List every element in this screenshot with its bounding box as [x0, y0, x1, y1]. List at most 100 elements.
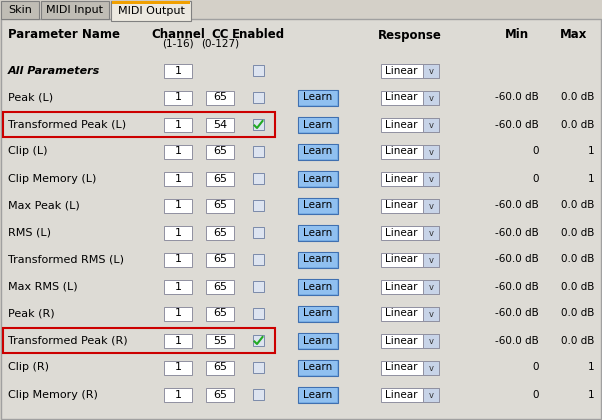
- Text: 0: 0: [533, 389, 539, 399]
- Text: v: v: [429, 310, 433, 319]
- Bar: [299, 388, 337, 402]
- Text: Learn: Learn: [303, 389, 333, 399]
- Text: Clip Memory (L): Clip Memory (L): [8, 173, 96, 184]
- Text: 54: 54: [213, 120, 227, 129]
- Bar: [299, 252, 337, 267]
- Bar: [299, 144, 337, 158]
- Text: v: v: [429, 121, 433, 130]
- Text: -60.0 dB: -60.0 dB: [495, 228, 539, 237]
- Bar: [299, 118, 337, 131]
- Text: Clip (L): Clip (L): [8, 147, 48, 157]
- Text: 1: 1: [588, 389, 594, 399]
- Bar: [164, 279, 192, 294]
- Text: Linear: Linear: [385, 309, 418, 318]
- Bar: [298, 360, 338, 375]
- Bar: [423, 144, 439, 158]
- Bar: [164, 388, 192, 402]
- Text: 65: 65: [213, 255, 227, 265]
- Bar: [381, 279, 439, 294]
- Text: Transformed Peak (R): Transformed Peak (R): [8, 336, 128, 346]
- Text: Peak (R): Peak (R): [8, 309, 55, 318]
- Text: -60.0 dB: -60.0 dB: [495, 200, 539, 210]
- Text: Skin: Skin: [8, 5, 32, 15]
- Text: Learn: Learn: [303, 120, 333, 129]
- Text: 1: 1: [175, 200, 181, 210]
- Text: MIDI Input: MIDI Input: [46, 5, 104, 15]
- Bar: [423, 118, 439, 131]
- Bar: [252, 200, 264, 211]
- Text: Peak (L): Peak (L): [8, 92, 53, 102]
- Bar: [41, 1, 109, 19]
- Text: 1: 1: [175, 147, 181, 157]
- Text: v: v: [429, 202, 433, 211]
- Bar: [164, 252, 192, 267]
- Text: 1: 1: [175, 173, 181, 184]
- Bar: [111, 1, 191, 21]
- Text: 1: 1: [588, 173, 594, 184]
- Text: 55: 55: [213, 336, 227, 346]
- Text: Max Peak (L): Max Peak (L): [8, 200, 79, 210]
- Text: Learn: Learn: [303, 92, 333, 102]
- Text: Transformed RMS (L): Transformed RMS (L): [8, 255, 124, 265]
- Bar: [381, 252, 439, 267]
- Bar: [299, 226, 337, 239]
- Bar: [423, 279, 439, 294]
- Text: (0-127): (0-127): [201, 38, 239, 48]
- Bar: [299, 279, 337, 294]
- Text: v: v: [429, 256, 433, 265]
- Text: Max RMS (L): Max RMS (L): [8, 281, 78, 291]
- Text: 0.0 dB: 0.0 dB: [560, 255, 594, 265]
- Text: Linear: Linear: [385, 255, 418, 265]
- Text: All Parameters: All Parameters: [8, 66, 101, 76]
- Bar: [206, 252, 234, 267]
- Bar: [252, 281, 264, 292]
- Text: 1: 1: [588, 362, 594, 373]
- Text: 65: 65: [213, 173, 227, 184]
- Text: v: v: [429, 283, 433, 292]
- Bar: [206, 360, 234, 375]
- Bar: [381, 199, 439, 213]
- Text: -60.0 dB: -60.0 dB: [495, 120, 539, 129]
- Text: 0.0 dB: 0.0 dB: [560, 200, 594, 210]
- Text: -60.0 dB: -60.0 dB: [495, 309, 539, 318]
- Bar: [206, 144, 234, 158]
- Bar: [206, 388, 234, 402]
- Bar: [252, 92, 264, 103]
- Bar: [381, 226, 439, 239]
- Bar: [381, 333, 439, 347]
- Text: Learn: Learn: [303, 147, 333, 157]
- Bar: [298, 305, 338, 321]
- Bar: [381, 63, 439, 78]
- Bar: [381, 307, 439, 320]
- Text: -60.0 dB: -60.0 dB: [495, 281, 539, 291]
- Text: Linear: Linear: [385, 120, 418, 129]
- Bar: [252, 146, 264, 157]
- Text: 1: 1: [175, 228, 181, 237]
- Bar: [164, 307, 192, 320]
- Bar: [298, 171, 338, 186]
- Bar: [298, 278, 338, 294]
- Text: Learn: Learn: [303, 228, 333, 237]
- Bar: [298, 144, 338, 160]
- Text: 0.0 dB: 0.0 dB: [560, 309, 594, 318]
- Text: Min: Min: [505, 29, 529, 42]
- Bar: [252, 335, 264, 346]
- Text: Linear: Linear: [385, 200, 418, 210]
- Bar: [252, 389, 264, 400]
- Text: 65: 65: [213, 147, 227, 157]
- Text: 65: 65: [213, 389, 227, 399]
- Text: 65: 65: [213, 362, 227, 373]
- Text: Response: Response: [378, 29, 442, 42]
- Bar: [423, 226, 439, 239]
- Text: -60.0 dB: -60.0 dB: [495, 92, 539, 102]
- Text: 1: 1: [175, 309, 181, 318]
- Bar: [252, 65, 264, 76]
- Text: 65: 65: [213, 281, 227, 291]
- Text: MIDI Output: MIDI Output: [117, 6, 184, 16]
- Text: 1: 1: [175, 255, 181, 265]
- Bar: [381, 388, 439, 402]
- Text: 1: 1: [175, 120, 181, 129]
- Text: Linear: Linear: [385, 336, 418, 346]
- Text: 0: 0: [533, 173, 539, 184]
- Text: Linear: Linear: [385, 92, 418, 102]
